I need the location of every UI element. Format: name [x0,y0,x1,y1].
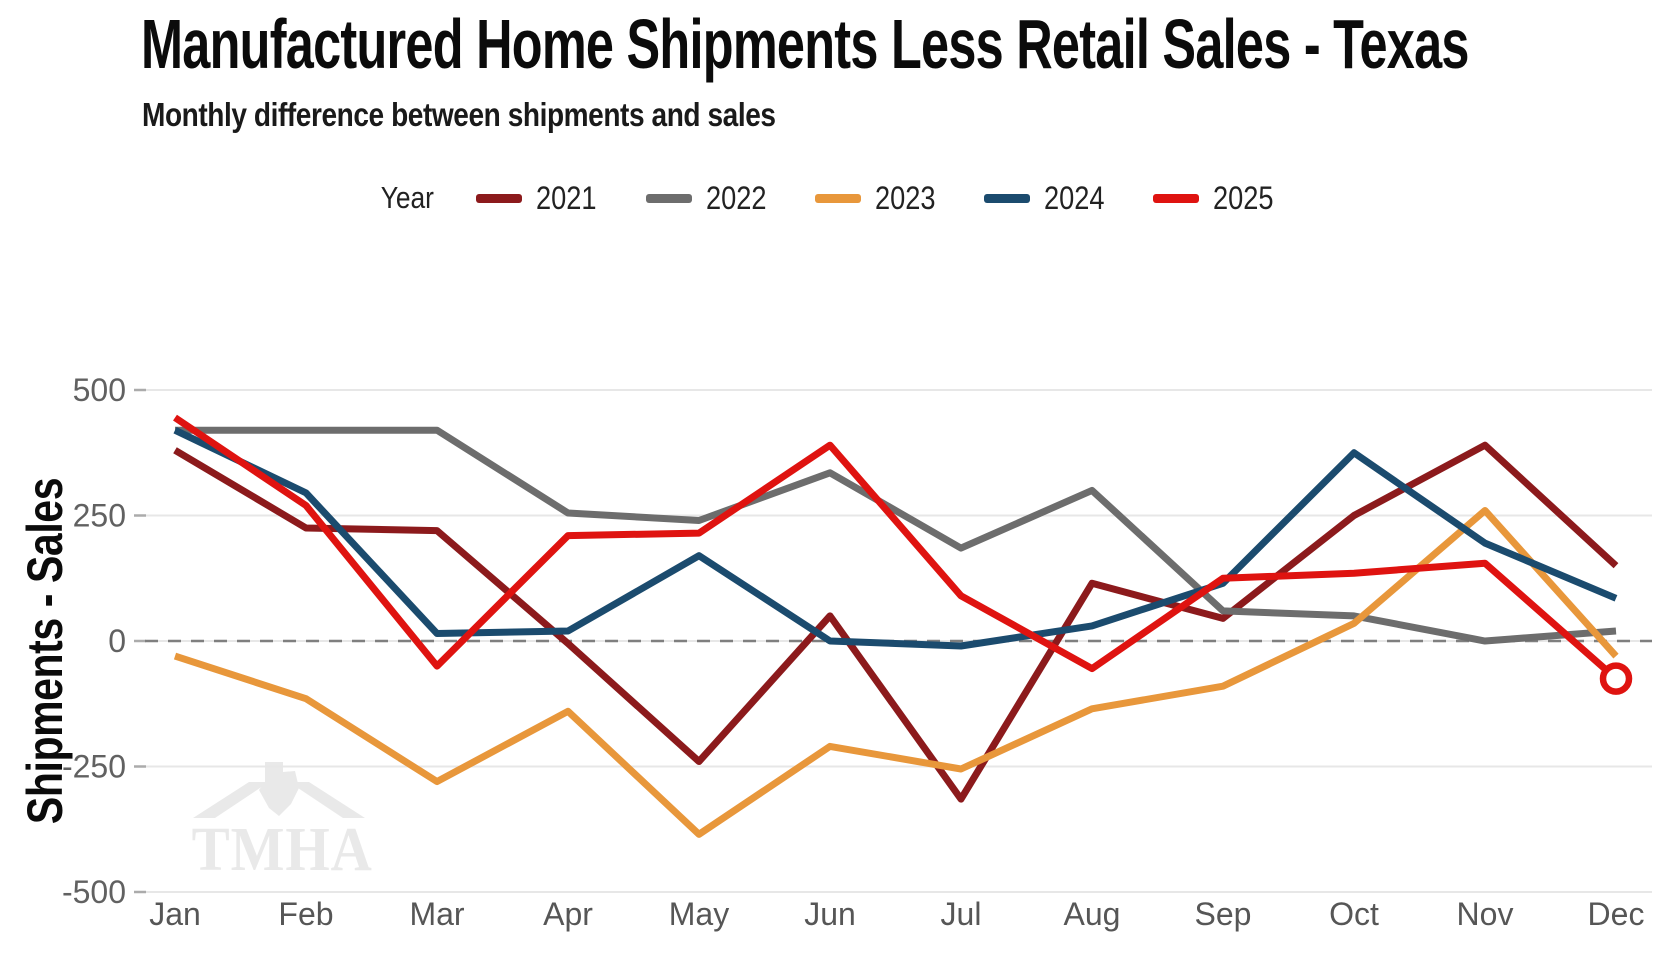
x-label-Sep: Sep [1195,896,1252,932]
y-tick-label-250: 250 [73,498,126,534]
tmha-emblem [193,762,365,818]
x-label-Feb: Feb [278,896,333,932]
legend-label-2021: 2021 [536,179,597,216]
legend: Year 2021 2022 2023 2024 2025 [0,176,1660,220]
legend-label-2022: 2022 [705,179,767,216]
watermark-text: TMHA [191,816,373,884]
series-line-2022 [175,426,1617,645]
series-line-2021 [173,441,1619,803]
legend-title: Year [380,180,434,215]
x-label-Aug: Aug [1064,896,1121,932]
x-label-Dec: Dec [1588,896,1645,932]
chart-title: Manufactured Home Shipments Less Retail … [141,5,1469,83]
legend-item-2025: 2025 [1153,180,1284,217]
x-label-Oct: Oct [1329,896,1379,932]
y-tick-label--500: -500 [62,874,126,910]
legend-item-2021: 2021 [476,180,607,217]
y-tick-label--250: -250 [62,749,126,785]
x-label-Apr: Apr [543,896,593,932]
series-line-2025 [173,414,1619,682]
legend-swatch-2025 [1153,193,1200,203]
legend-label-2024: 2024 [1043,179,1105,216]
x-label-May: May [669,896,729,932]
chart-subtitle: Monthly difference between shipments and… [142,96,776,133]
series-line-2023 [173,507,1619,838]
legend-item-2024: 2024 [983,179,1115,217]
legend-swatch-2023 [814,193,861,203]
legend-label-2025: 2025 [1213,179,1274,216]
x-label-Jul: Jul [941,896,982,932]
legend-swatch-2021 [476,193,523,203]
legend-item-2023: 2023 [814,179,946,217]
legend-swatch-2024 [983,193,1030,203]
legend-label-2023: 2023 [874,179,936,216]
x-label-Jun: Jun [804,896,856,932]
watermark: TMHA [184,758,374,881]
x-label-Nov: Nov [1457,896,1514,932]
series-line-2024 [173,427,1618,650]
legend-item-2022: 2022 [645,179,777,217]
y-tick-label-0: 0 [108,623,126,659]
y-tick-label-500: 500 [73,372,126,408]
x-label-Mar: Mar [409,896,464,932]
y-axis-title: Shipments - Sales [17,477,73,825]
end-marker-2025 [1599,662,1633,695]
legend-swatch-2022 [645,193,692,203]
x-label-Jan: Jan [149,896,201,932]
